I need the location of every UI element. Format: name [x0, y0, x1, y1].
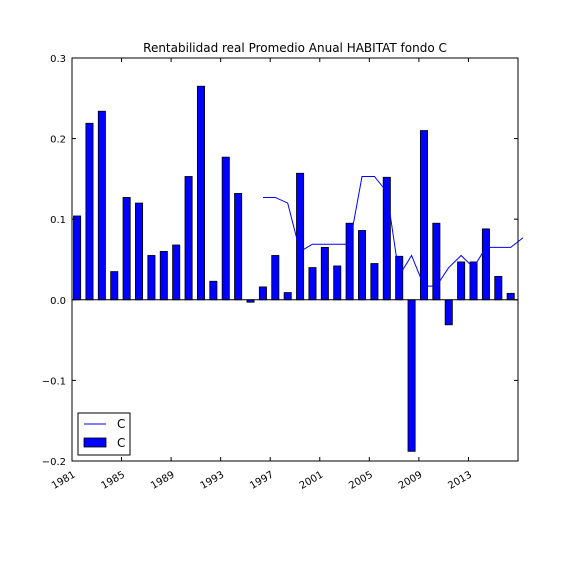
y-tick-label: 0.3 [50, 54, 66, 65]
y-tick-label: −0.1 [42, 376, 66, 387]
bar-2001 [320, 247, 329, 301]
bar-1984 [110, 271, 119, 301]
legend-box [77, 412, 131, 456]
bar-1992 [209, 280, 218, 301]
bar-1987 [147, 255, 156, 301]
bar-1996 [258, 286, 267, 301]
bar-2005 [370, 263, 379, 301]
bar-2008 [407, 299, 416, 452]
bar-1981 [73, 215, 82, 301]
bar-1986 [135, 202, 144, 301]
bar-2012 [457, 261, 466, 301]
bar-2016 [506, 292, 515, 301]
bar-2000 [308, 267, 317, 301]
bar-1997 [271, 255, 280, 301]
y-tick-label: 0.2 [50, 135, 66, 146]
bar-2003 [345, 222, 354, 301]
bar-1985 [122, 197, 131, 301]
legend-bar-swatch [83, 437, 107, 448]
bar-2011 [444, 299, 453, 326]
bar-1998 [283, 292, 292, 301]
bar-1988 [159, 251, 168, 301]
bar-1989 [172, 244, 181, 301]
bar-1999 [296, 172, 305, 301]
bar-2015 [494, 276, 503, 301]
legend-label-line: C [117, 417, 125, 431]
y-tick-label: 0.1 [50, 215, 66, 226]
y-tick-label: −0.2 [42, 457, 66, 468]
bar-1990 [184, 176, 193, 301]
bar-2014 [481, 228, 490, 301]
chart-title: Rentabilidad real Promedio Anual HABITAT… [143, 41, 447, 55]
bar-1993 [221, 156, 230, 301]
bar-2004 [358, 230, 367, 301]
bar-2007 [395, 255, 404, 301]
series-line-c [262, 175, 524, 287]
bar-2009 [419, 130, 428, 301]
bar-1982 [85, 122, 94, 301]
bar-1991 [196, 85, 205, 301]
axes-frame [71, 57, 519, 462]
bar-1994 [234, 193, 243, 301]
y-tick-label: 0.0 [50, 296, 66, 307]
bar-1983 [97, 110, 106, 301]
bar-2010 [432, 222, 441, 301]
legend-label-bar: C [117, 436, 125, 450]
bar-2006 [382, 176, 391, 301]
bar-2002 [333, 265, 342, 301]
